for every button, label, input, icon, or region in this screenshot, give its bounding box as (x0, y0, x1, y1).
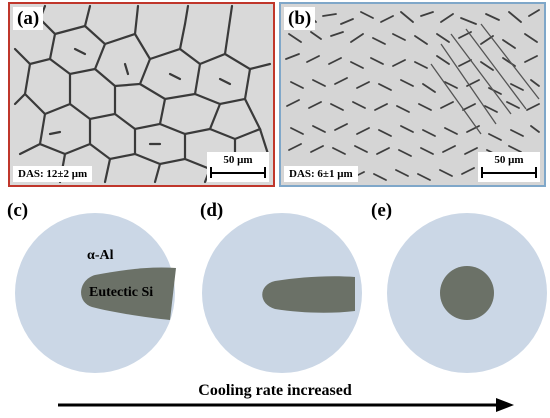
scale-tick-right-a (264, 167, 266, 178)
panel-letter-c: (c) (7, 200, 29, 221)
eutectic-si-c (81, 267, 176, 320)
panel-letter-b: (b) (284, 7, 316, 30)
das-label-b: DAS: 6±1 μm (284, 166, 358, 182)
panel-letter-d: (d) (200, 200, 224, 221)
cooling-rate-caption: Cooling rate increased (198, 382, 352, 399)
solidification-schematics (15, 213, 547, 373)
scale-bar-a: 50 μm (207, 152, 269, 182)
scale-tick-left-a (210, 167, 212, 178)
scale-line-a (211, 172, 265, 174)
scale-tick-right-b (535, 167, 537, 178)
eutectic-si-e (440, 266, 494, 320)
micrograph-a-texture (10, 4, 273, 185)
scale-tick-left-b (481, 167, 483, 178)
micrograph-a: (a) DAS: 12±2 μm 50 μm (8, 2, 275, 187)
alpha-al-label: α-Al (87, 248, 114, 263)
panel-letter-a: (a) (13, 7, 44, 30)
micrograph-b: (b) DAS: 6±1 μm 50 μm (279, 2, 546, 187)
scale-line-b (482, 172, 536, 174)
eutectic-si-d (262, 276, 355, 313)
scale-label-b: 50 μm (494, 154, 524, 166)
panel-letter-e: (e) (371, 200, 393, 221)
scale-label-a: 50 μm (223, 154, 253, 166)
scale-bar-b: 50 μm (478, 152, 540, 182)
das-label-a: DAS: 12±2 μm (13, 166, 93, 182)
cooling-rate-arrow (58, 398, 514, 412)
eutectic-si-label: Eutectic Si (89, 285, 154, 300)
